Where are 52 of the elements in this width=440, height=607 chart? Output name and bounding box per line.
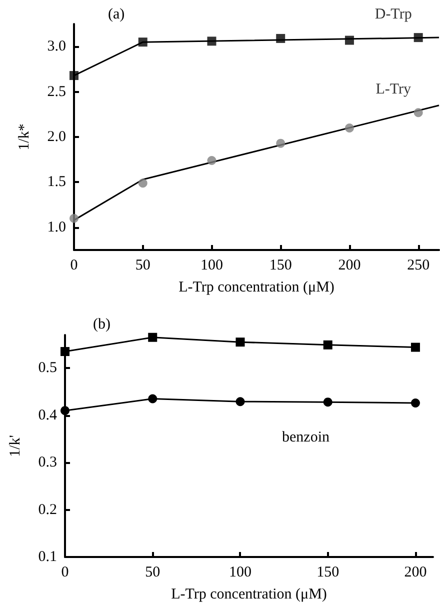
y-tick-label: 0.5 xyxy=(38,360,57,376)
y-tick-label: 3.0 xyxy=(47,38,66,55)
point xyxy=(344,36,354,45)
chart-title: (a) xyxy=(108,6,125,22)
series-label: L-Try xyxy=(376,82,412,98)
point xyxy=(60,347,70,356)
y-tick-label: 0.3 xyxy=(38,454,57,471)
x-tick-label: 0 xyxy=(70,258,78,274)
y-tick-label: 1.5 xyxy=(47,174,66,190)
point xyxy=(148,394,158,404)
y-axis-title: 1/k* xyxy=(16,124,32,150)
annotation: benzoin xyxy=(282,430,330,446)
point xyxy=(414,108,423,118)
point xyxy=(138,38,148,47)
point xyxy=(344,123,354,132)
x-tick-label: 100 xyxy=(200,258,223,274)
x-tick-label: 200 xyxy=(404,564,427,580)
point xyxy=(148,332,158,342)
point xyxy=(276,138,286,148)
point xyxy=(323,398,332,407)
point xyxy=(410,342,420,352)
point xyxy=(236,397,245,406)
x-axis-title: L-Trp concentration (μM) xyxy=(171,586,327,602)
chart-title: (b) xyxy=(93,316,110,332)
x-tick-label: 150 xyxy=(316,564,340,580)
y-axis-title: 1/k' xyxy=(8,434,24,457)
x-tick-label: 150 xyxy=(269,258,292,274)
series-label: D-Trp xyxy=(374,6,412,23)
point xyxy=(236,338,245,347)
point xyxy=(276,34,286,43)
y-tick-label: 2.5 xyxy=(47,84,66,100)
point xyxy=(70,71,78,80)
x-axis-title: L-Trp concentration (μM) xyxy=(178,280,334,296)
y-tick-label: 0.1 xyxy=(38,549,57,565)
point xyxy=(207,36,216,46)
point xyxy=(207,156,216,165)
point xyxy=(323,340,332,350)
x-tick-label: 100 xyxy=(228,564,252,580)
point xyxy=(60,406,70,416)
point xyxy=(410,398,420,408)
x-tick-label: 50 xyxy=(135,258,150,274)
point xyxy=(138,178,148,188)
x-tick-label: 200 xyxy=(338,258,361,274)
x-tick-label: 0 xyxy=(61,564,69,580)
y-tick-label: 0.4 xyxy=(38,407,58,424)
y-tick-label: 0.2 xyxy=(38,502,57,518)
point xyxy=(70,214,78,223)
x-tick-label: 50 xyxy=(145,564,160,580)
x-tick-label: 250 xyxy=(407,258,430,274)
y-tick-label: 1.0 xyxy=(47,219,66,236)
y-tick-label: 2.0 xyxy=(47,129,66,145)
point xyxy=(414,33,423,42)
